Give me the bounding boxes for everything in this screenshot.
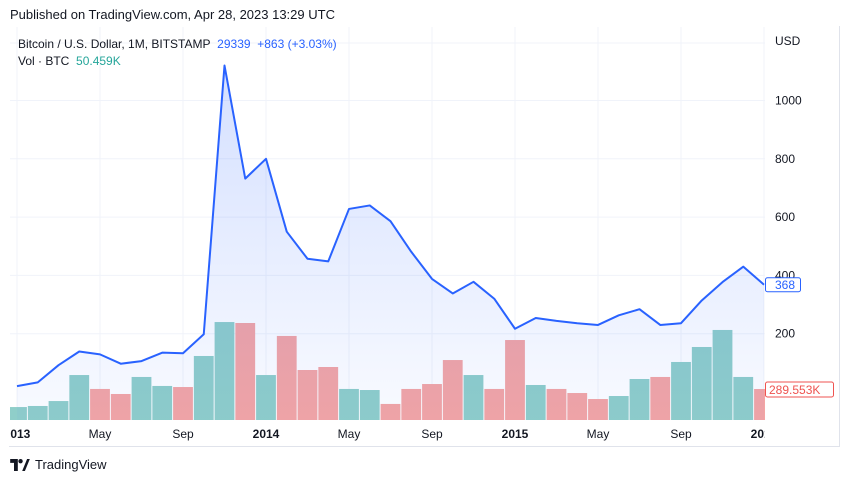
volume-value: 50.459K xyxy=(76,54,121,68)
y-tick-label: 200 xyxy=(775,327,795,341)
chart-frame xyxy=(9,26,840,447)
x-tick-label: 2016 xyxy=(751,427,778,441)
chart-legend: Bitcoin / U.S. Dollar, 1M, BITSTAMP 2933… xyxy=(18,36,337,70)
logo-text: TradingView xyxy=(35,457,107,472)
last-price: 29339 xyxy=(217,37,251,51)
x-tick-label: 2015 xyxy=(502,427,529,441)
x-tick-label: 2014 xyxy=(253,427,280,441)
plot-area xyxy=(10,64,765,420)
last-volume-label: 289.553K xyxy=(769,383,820,397)
y-tick-label: 800 xyxy=(775,152,795,166)
x-tick-label: 2013 xyxy=(4,427,31,441)
x-tick-label: May xyxy=(338,427,361,441)
x-tick-label: Sep xyxy=(421,427,443,441)
last-price-badge xyxy=(765,277,801,293)
price-area xyxy=(17,65,764,420)
symbol-title: Bitcoin / U.S. Dollar, 1M, BITSTAMP xyxy=(18,37,211,51)
published-caption: Published on TradingView.com, Apr 28, 20… xyxy=(10,7,335,22)
tradingview-logo-icon xyxy=(10,458,30,471)
currency-label: USD xyxy=(775,34,801,48)
y-tick-label: 1000 xyxy=(775,94,802,108)
x-tick-label: Sep xyxy=(670,427,692,441)
last-volume-badge xyxy=(765,381,834,398)
y-tick-label: 600 xyxy=(775,210,795,224)
last-price-label: 368 xyxy=(775,278,795,292)
volume-label: Vol · BTC xyxy=(18,54,70,68)
x-tick-label: Sep xyxy=(172,427,194,441)
price-change: +863 (+3.03%) xyxy=(257,37,337,51)
tradingview-logo[interactable]: TradingView xyxy=(10,457,107,472)
x-tick-label: May xyxy=(89,427,112,441)
x-tick-label: May xyxy=(587,427,610,441)
